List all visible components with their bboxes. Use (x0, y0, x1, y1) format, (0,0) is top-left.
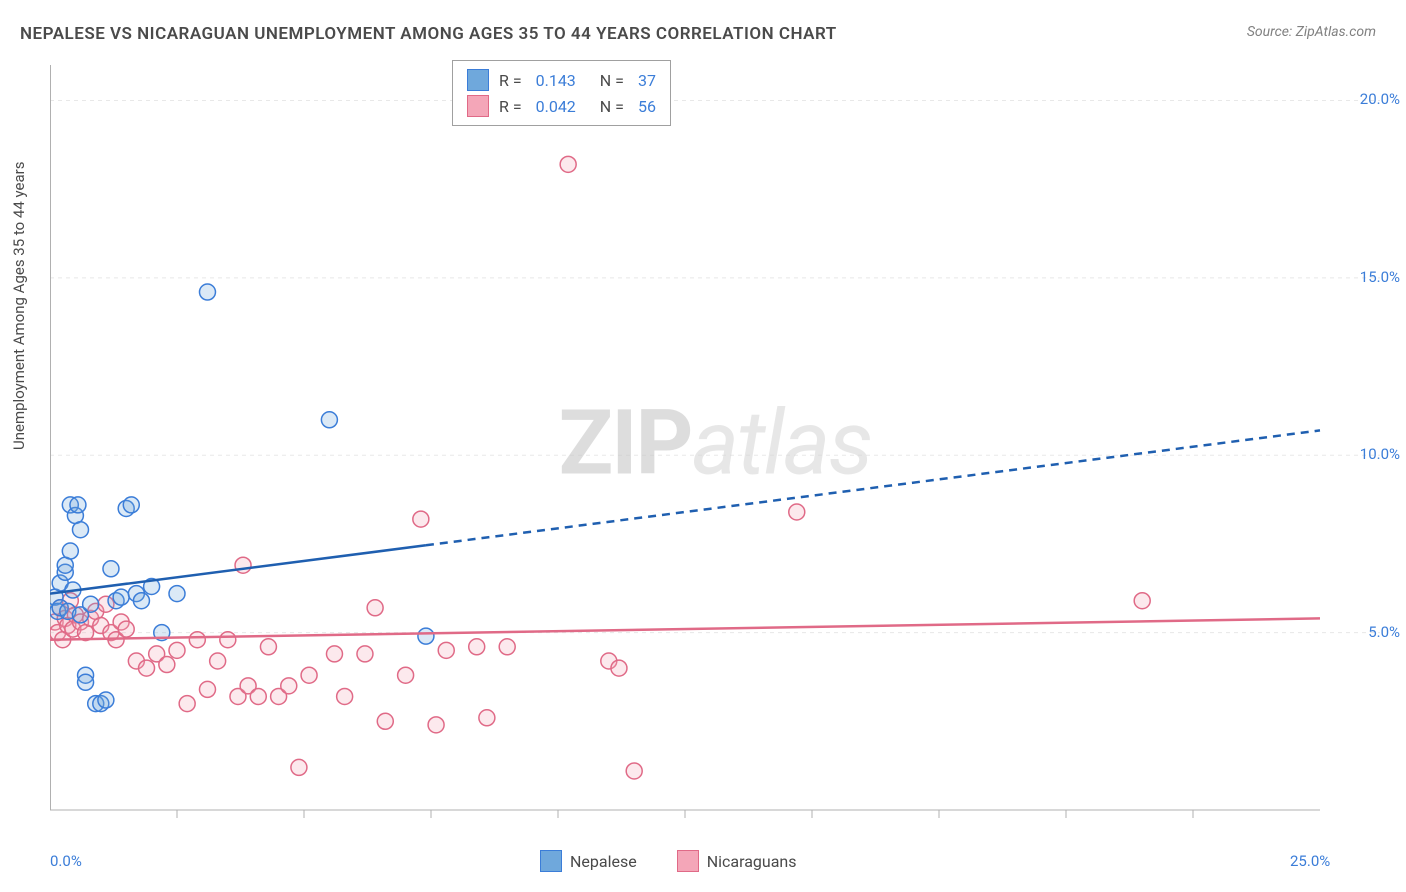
legend-label-nicaraguans: Nicaraguans (707, 852, 797, 871)
legend-label-nepalese: Nepalese (570, 852, 637, 871)
chart-container: NEPALESE VS NICARAGUAN UNEMPLOYMENT AMON… (0, 0, 1406, 892)
x-tick-label: 25.0% (1290, 852, 1330, 870)
n-label: N = (600, 71, 624, 90)
legend-item-nicaraguans: Nicaraguans (677, 850, 797, 872)
n-value-nicaraguans: 56 (638, 97, 656, 116)
y-tick-label: 10.0% (1360, 445, 1400, 463)
color-swatch-nicaraguans (467, 95, 489, 117)
r-label: R = (499, 71, 522, 90)
n-label-2: N = (600, 97, 624, 116)
y-tick-label: 20.0% (1360, 90, 1400, 108)
legend-item-nepalese: Nepalese (540, 850, 637, 872)
color-swatch-nepalese (467, 69, 489, 91)
legend-swatch-nicaraguans (677, 850, 699, 872)
r-value-nepalese: 0.143 (536, 71, 576, 90)
r-value-nicaraguans: 0.042 (536, 97, 576, 116)
stats-row-nicaraguans: R = 0.042 N = 56 (467, 93, 656, 119)
chart-title: NEPALESE VS NICARAGUAN UNEMPLOYMENT AMON… (20, 24, 837, 44)
y-axis-label: Unemployment Among Ages 35 to 44 years (10, 162, 28, 450)
bottom-legend: Nepalese Nicaraguans (540, 850, 797, 872)
source-attribution: Source: ZipAtlas.com (1247, 24, 1376, 40)
y-tick-label: 15.0% (1360, 268, 1400, 286)
r-label-2: R = (499, 97, 522, 116)
plot-area: ZIPatlas (50, 55, 1380, 830)
stats-legend-box: R = 0.143 N = 37 R = 0.042 N = 56 (452, 60, 671, 126)
x-tick-label: 0.0% (50, 852, 82, 870)
scatter-chart-svg (50, 55, 1380, 830)
stats-row-nepalese: R = 0.143 N = 37 (467, 67, 656, 93)
y-tick-label: 5.0% (1368, 623, 1400, 641)
n-value-nepalese: 37 (638, 71, 656, 90)
legend-swatch-nepalese (540, 850, 562, 872)
